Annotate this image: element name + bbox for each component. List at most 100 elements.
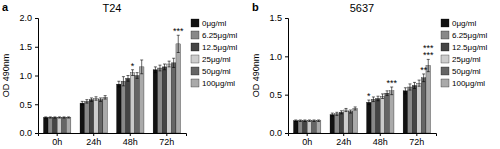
x-tick: 24h — [86, 133, 101, 147]
x-tick: 24h — [336, 133, 351, 147]
error-bar — [95, 97, 98, 100]
bar — [43, 117, 48, 133]
series — [307, 80, 421, 133]
bars — [43, 35, 180, 133]
legend-item: 25μg/ml — [191, 55, 231, 64]
bar — [385, 93, 390, 133]
legend-label: 100μg/ml — [202, 79, 235, 88]
error-bar — [122, 77, 125, 86]
legend-swatch — [441, 43, 449, 51]
bar — [130, 73, 135, 133]
y-tick-label: 1.0 — [19, 71, 32, 81]
series — [66, 35, 180, 133]
y-tick-label: 2.0 — [19, 13, 32, 23]
y-tick: 1.5 — [269, 13, 288, 23]
error-bar — [136, 73, 139, 79]
error-bar — [126, 76, 129, 82]
y-tick: 0.5 — [269, 90, 288, 100]
x-tick-mark — [93, 133, 94, 136]
bar — [293, 121, 298, 133]
error-bar — [299, 120, 302, 122]
bar — [389, 91, 394, 133]
bar — [371, 99, 376, 133]
bar — [426, 66, 431, 133]
x-tick-mark — [307, 133, 308, 136]
bar — [344, 110, 349, 133]
bar — [408, 87, 413, 133]
error-bar — [154, 67, 157, 73]
error-bar — [413, 82, 416, 88]
legend-item: 6.25μg/ml — [191, 31, 238, 40]
bar — [98, 100, 103, 133]
error-bar — [404, 88, 407, 94]
error-bar — [44, 117, 47, 118]
error-bar — [345, 108, 348, 111]
legend-swatch — [191, 67, 199, 75]
legend-item: 50μg/ml — [441, 67, 481, 76]
y-tick-label: 1.0 — [269, 52, 282, 62]
legend-item: 0μg/ml — [441, 19, 476, 28]
legend-swatch — [191, 55, 199, 63]
legend-swatch — [191, 43, 199, 51]
error-bar — [354, 107, 357, 110]
legend-swatch — [191, 79, 199, 87]
error-bar — [67, 117, 70, 118]
bar — [176, 44, 181, 133]
bar — [53, 117, 58, 133]
title: 5637 — [350, 2, 374, 14]
x-tick: 0h — [52, 133, 62, 147]
bar — [66, 117, 71, 133]
y-axis: 0.00.51.01.5 — [269, 13, 288, 138]
bars — [293, 59, 430, 133]
y-axis-title: OD 490nm — [251, 54, 261, 98]
error-bar — [158, 65, 161, 71]
error-bar — [390, 87, 393, 95]
y-tick-mark — [285, 56, 288, 57]
x-tick-mark — [380, 133, 381, 136]
x-axis-line — [289, 134, 437, 137]
x-tick-mark — [343, 133, 344, 136]
y-tick-mark — [285, 18, 288, 19]
bar — [62, 117, 67, 133]
legend-swatch — [441, 79, 449, 87]
bar — [117, 84, 122, 133]
x-tick-label: 0h — [52, 137, 62, 147]
legend-label: 0μg/ml — [452, 19, 476, 28]
error-bar — [81, 101, 84, 104]
y-tick-mark — [35, 18, 38, 19]
y-axis-title: OD 490nm — [1, 54, 11, 98]
y-tick: 1.0 — [19, 71, 38, 81]
legend-label: 0μg/ml — [202, 19, 226, 28]
error-bar — [331, 113, 334, 116]
panel-label: a — [2, 1, 9, 13]
bar — [89, 100, 94, 133]
legend-label: 50μg/ml — [452, 67, 481, 76]
x-tick-mark — [130, 133, 131, 136]
error-bar — [117, 81, 120, 87]
legend-label: 12.5μg/ml — [452, 43, 488, 52]
bar — [57, 117, 62, 133]
error-bar — [294, 120, 297, 122]
error-bar — [418, 80, 421, 86]
bar — [421, 78, 426, 133]
x-tick-label: 72h — [409, 137, 424, 147]
panel: 0.00.51.01.50h24h48h72h************5637b… — [251, 1, 488, 147]
y-tick: 2.0 — [19, 13, 38, 23]
bar — [121, 81, 126, 133]
x-axis: 0h 24h 48h 72h — [289, 133, 437, 147]
bar — [126, 78, 131, 133]
legend-swatch — [441, 31, 449, 39]
bar — [171, 63, 176, 133]
error-bar — [49, 117, 52, 118]
y-tick-label: 1.5 — [19, 42, 32, 52]
x-tick-label: 48h — [373, 137, 388, 147]
error-bar — [58, 117, 61, 118]
x-tick: 0h — [302, 133, 312, 147]
bar — [167, 64, 172, 133]
error-bar — [376, 96, 379, 101]
legend: 0μg/ml6.25μg/ml12.5μg/ml25μg/ml50μg/ml10… — [441, 19, 488, 88]
bar — [412, 85, 417, 133]
series — [316, 59, 430, 133]
annotation: *** — [423, 43, 434, 53]
y-tick: 0.5 — [19, 100, 38, 110]
